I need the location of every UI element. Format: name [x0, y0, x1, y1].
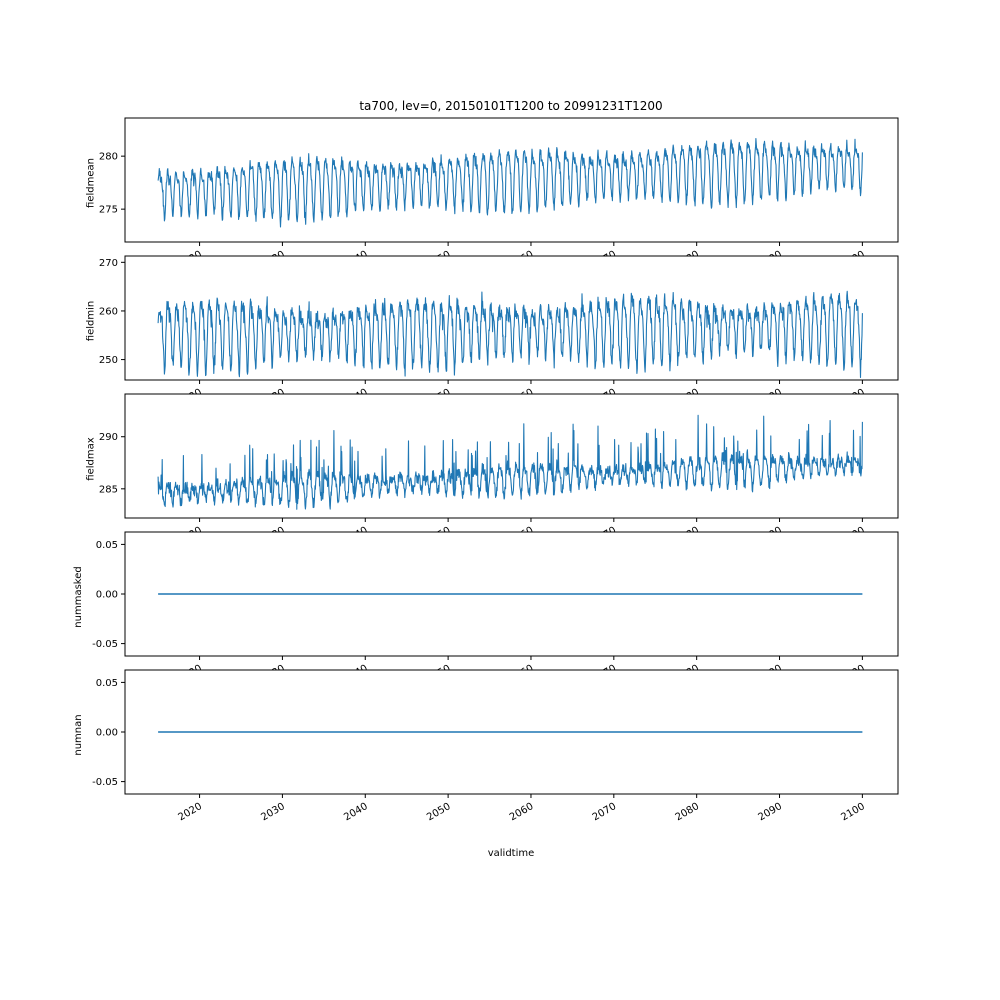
- plot-frame: [124, 255, 899, 381]
- series-line-fieldmean: [157, 137, 863, 228]
- x-tick-label: 2070: [591, 801, 619, 823]
- y-tick-label: 260: [99, 306, 118, 317]
- y-axis-label-fieldmax: fieldmax: [85, 437, 96, 480]
- series-line-fieldmax: [157, 414, 863, 510]
- x-tick-label: 2020: [177, 801, 205, 823]
- x-tick-label: 2100: [839, 801, 867, 823]
- subplot-nummasked: -0.050.000.05202020302040205020602070208…: [73, 531, 899, 685]
- x-tick-label: 2080: [674, 801, 702, 823]
- subplot-fieldmin: 2502602702020203020402050206020702080209…: [85, 255, 899, 409]
- y-tick-label: 0.00: [96, 590, 118, 601]
- y-axis-label-nummasked: nummasked: [73, 566, 84, 627]
- y-tick-label: 0.05: [96, 540, 118, 551]
- plot-frame: [124, 393, 899, 519]
- y-tick-label: 0.00: [96, 728, 118, 739]
- plot-frame: [124, 669, 899, 795]
- x-tick-label: 2050: [425, 801, 453, 823]
- x-tick-label: 2060: [508, 801, 536, 823]
- y-axis-label-fieldmean: fieldmean: [85, 158, 96, 208]
- x-tick-label: 2040: [342, 801, 370, 823]
- y-tick-label: -0.05: [92, 639, 118, 650]
- y-tick-label: 275: [99, 205, 118, 216]
- y-axis-label-numnan: numnan: [73, 714, 84, 755]
- y-tick-label: 290: [99, 432, 118, 443]
- x-tick-label: 2030: [259, 801, 287, 823]
- chart-title: ta700, lev=0, 20150101T1200 to 20991231T…: [359, 99, 662, 113]
- y-tick-label: 280: [99, 152, 118, 163]
- x-tick-label: 2090: [756, 801, 784, 823]
- y-tick-label: 250: [99, 355, 118, 366]
- plot-frame: [124, 531, 899, 657]
- y-tick-label: -0.05: [92, 777, 118, 788]
- x-axis-label: validtime: [488, 848, 535, 859]
- y-tick-label: 270: [99, 258, 118, 269]
- plot-frame: [124, 117, 899, 243]
- y-tick-label: 0.05: [96, 678, 118, 689]
- subplot-numnan: -0.05 0.00 0.05 2020 2030 2040 2050 2060 2070 208…: [73, 669, 899, 823]
- series-line-fieldmin: [157, 290, 863, 379]
- plot-background: [125, 256, 898, 380]
- subplot-fieldmax: 2852902020203020402050206020702080209021…: [85, 393, 899, 547]
- y-tick-label: 285: [99, 484, 118, 495]
- y-axis-label-fieldmin: fieldmin: [85, 301, 96, 341]
- subplot-fieldmean: 2752802020203020402050206020702080209021…: [85, 117, 899, 271]
